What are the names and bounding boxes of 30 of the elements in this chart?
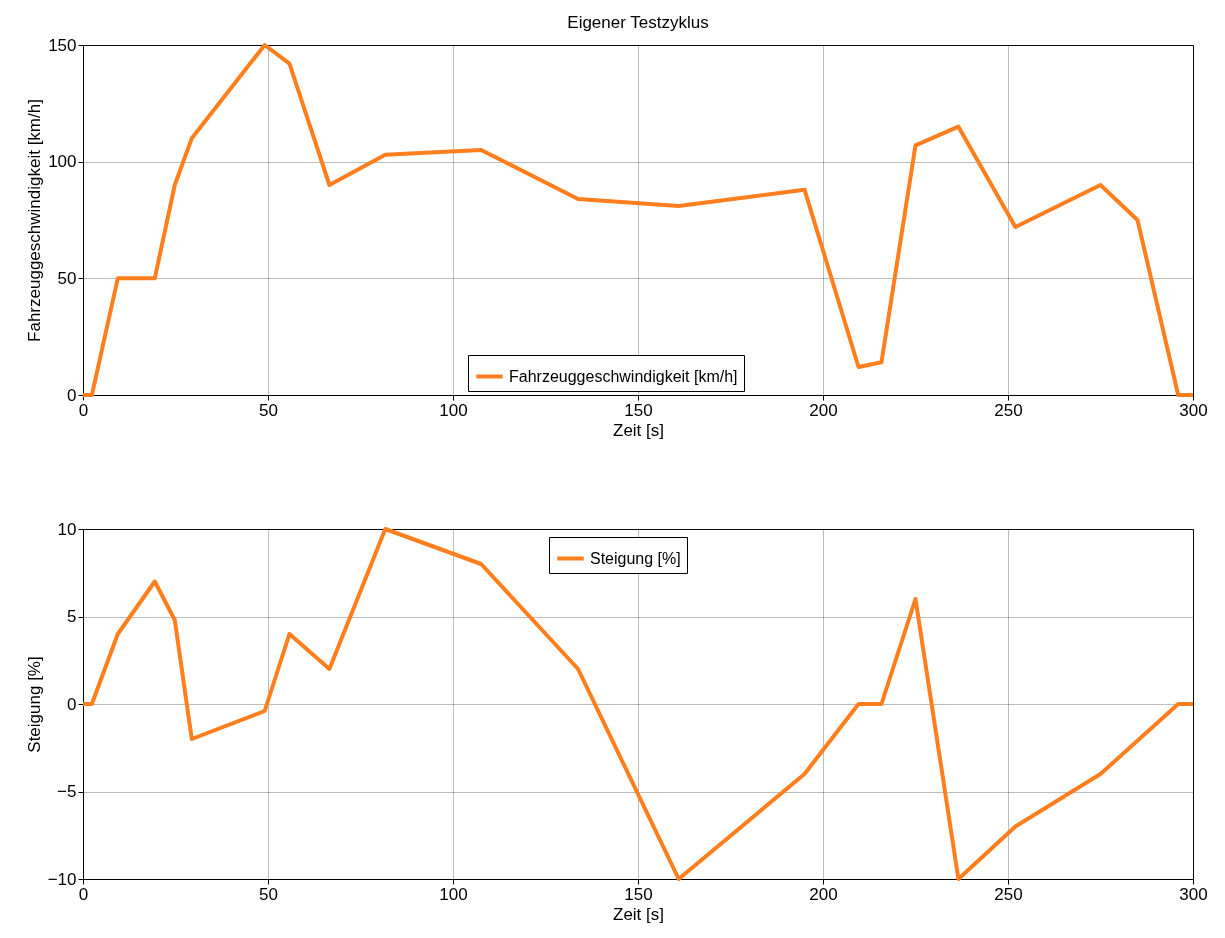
line-series <box>81 43 1195 397</box>
x-tick-label: 100 <box>439 400 468 420</box>
x-axis-title: Zeit [s] <box>612 904 665 924</box>
y-tick-label: 0 <box>67 694 77 714</box>
x-axis-title: Zeit [s] <box>612 420 665 440</box>
y-axis-title: Fahrzeuggeschwindigkeit [km/h] <box>25 99 45 342</box>
y-tick-label: 100 <box>48 152 77 172</box>
x-tick-label: 200 <box>809 884 838 904</box>
legend-label: Steigung [%] <box>590 549 681 567</box>
x-tick-label: 300 <box>1179 884 1208 904</box>
x-tick-label: 150 <box>624 400 653 420</box>
y-tick-label: −10 <box>47 869 77 889</box>
line-series <box>81 527 1195 881</box>
chart-title: Eigener Testzyklus <box>567 13 709 32</box>
y-tick-label: 150 <box>48 35 77 55</box>
y-tick-label: 0 <box>67 385 77 405</box>
x-tick-label: 250 <box>994 400 1023 420</box>
x-tick-label: 150 <box>624 884 653 904</box>
y-tick-label: 10 <box>57 519 77 539</box>
x-tick-label: 50 <box>259 884 278 904</box>
y-tick-label: 50 <box>57 268 77 288</box>
y-axis-title: Steigung [%] <box>24 656 44 753</box>
legend-label: Fahrzeuggeschwindigkeit [km/h] <box>509 367 738 385</box>
x-tick-label: 300 <box>1179 400 1208 420</box>
x-tick-label: 250 <box>994 884 1023 904</box>
x-tick-label: 200 <box>809 400 838 420</box>
y-tick-label: −5 <box>57 782 77 801</box>
y-tick-label: 5 <box>67 607 77 626</box>
x-tick-label: 100 <box>439 884 468 904</box>
x-tick-label: 50 <box>259 400 278 420</box>
